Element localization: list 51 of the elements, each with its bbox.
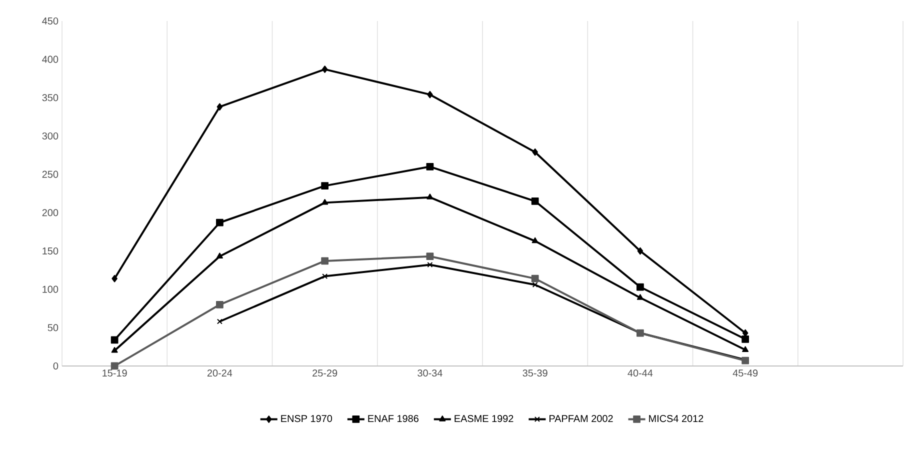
legend-label: ENSP 1970: [281, 415, 332, 422]
point: [216, 103, 223, 111]
point: [110, 336, 118, 344]
point: [322, 274, 328, 280]
point: [111, 346, 118, 353]
point: [216, 318, 222, 324]
point: [426, 194, 434, 200]
point: [742, 346, 749, 352]
point: [321, 257, 329, 265]
y-tick-label: 150: [42, 247, 58, 255]
y-tick-label: 200: [42, 209, 58, 216]
point: [427, 90, 433, 98]
point: [322, 199, 328, 205]
point: [636, 283, 644, 291]
x-tick-label: 45-49: [732, 370, 758, 377]
point: [742, 335, 750, 343]
point: [427, 262, 433, 268]
point: [531, 197, 539, 205]
y-tick-label: 0: [53, 362, 58, 370]
point: [532, 282, 538, 288]
point: [216, 300, 224, 308]
point: [426, 252, 434, 260]
x-tick-label: 20-24: [207, 370, 232, 377]
legend-label: PAPFAM 2002: [550, 415, 613, 422]
x-tick-label: 15-19: [102, 370, 127, 377]
x-tick-label: 35-39: [522, 370, 548, 377]
x-tick-label: 25-29: [312, 370, 338, 377]
point: [321, 182, 329, 190]
y-tick-label: 100: [42, 286, 58, 293]
point: [216, 252, 223, 258]
x-tick-label: 30-34: [418, 370, 442, 377]
point: [531, 274, 539, 282]
y-tick-label: 450: [42, 17, 58, 25]
legend-label: EASME 1992: [454, 415, 514, 422]
point: [636, 294, 644, 300]
x-tick-label: 40-44: [628, 370, 653, 377]
y-tick-label: 250: [42, 170, 58, 178]
point: [112, 274, 118, 282]
point: [216, 218, 224, 226]
point: [110, 362, 118, 370]
point: [322, 66, 328, 73]
y-tick-label: 50: [48, 324, 58, 332]
y-tick-label: 400: [42, 56, 58, 63]
legend-label: MICS4 2012: [649, 415, 704, 422]
point: [532, 148, 538, 156]
y-tick-label: 350: [42, 94, 58, 102]
y-tick-label: 300: [42, 132, 58, 140]
point: [532, 237, 538, 244]
point: [426, 162, 434, 170]
point: [637, 247, 644, 255]
legend-label: ENAF 1986: [368, 415, 418, 422]
